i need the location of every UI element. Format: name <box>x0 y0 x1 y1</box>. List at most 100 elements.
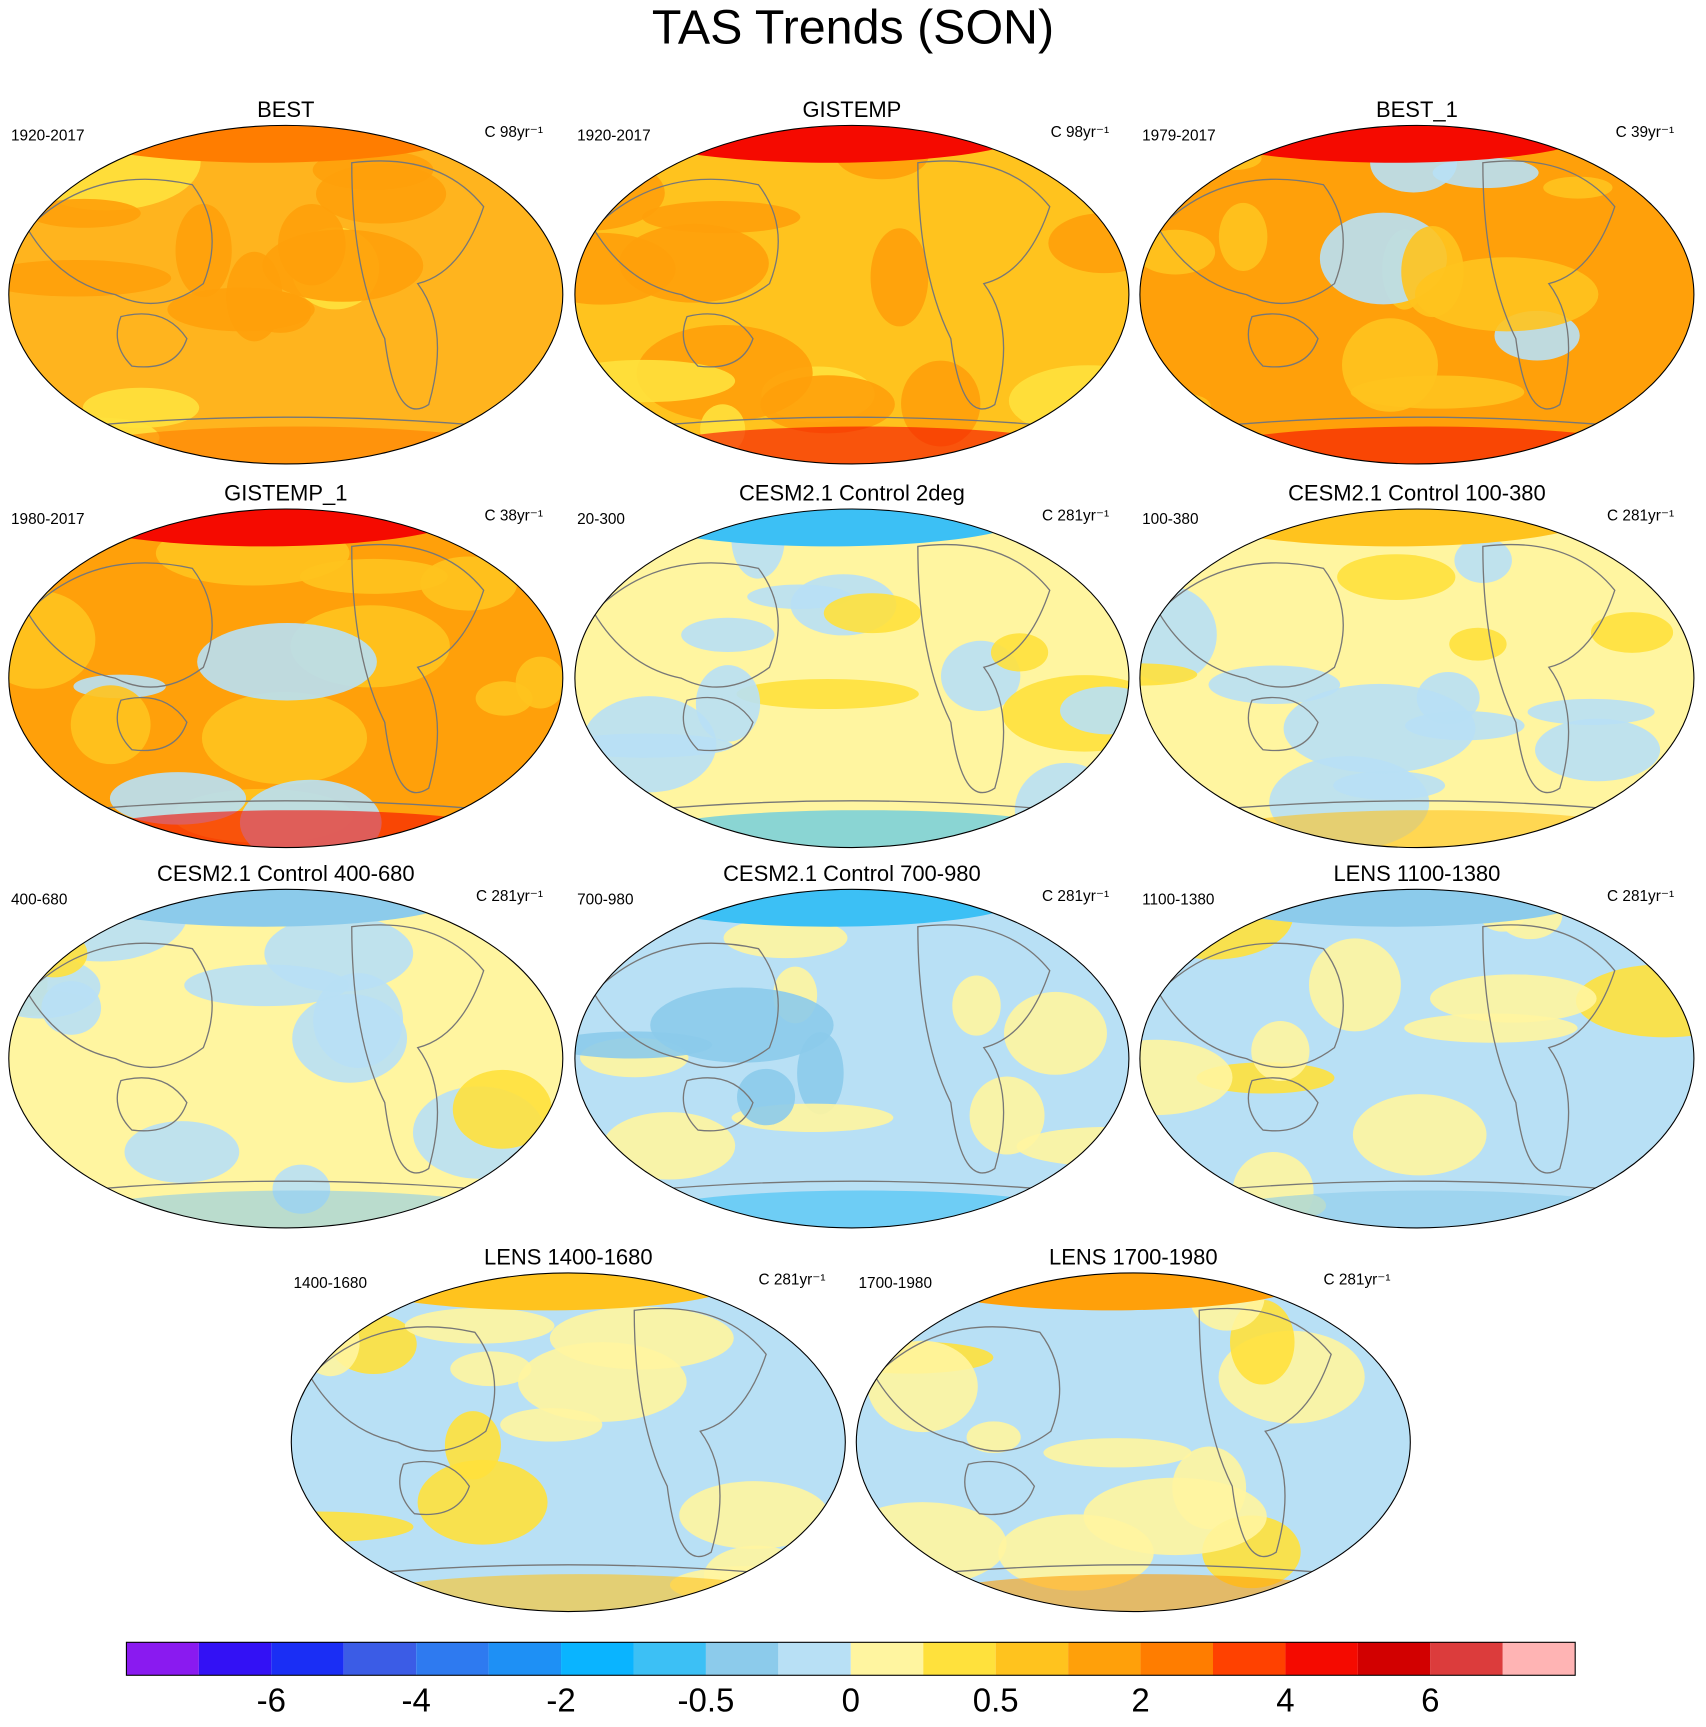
coastline <box>116 1077 188 1132</box>
map-region <box>870 228 929 327</box>
antarctic-region <box>76 426 517 464</box>
map <box>1139 125 1694 464</box>
colorbar-box <box>1285 1642 1358 1676</box>
map <box>1139 508 1694 848</box>
coastline <box>26 178 213 305</box>
map-border <box>855 1272 1411 1613</box>
map-region <box>184 964 349 1007</box>
map-region <box>452 1069 552 1149</box>
arctic-region <box>1197 508 1593 547</box>
colorbar-label: 6 <box>1421 1681 1439 1718</box>
panel-period: 1100-1380 <box>1142 891 1214 908</box>
map <box>8 125 563 464</box>
colorbar-label: 0.5 <box>973 1681 1019 1718</box>
colorbar-border <box>125 1641 1576 1676</box>
map-region <box>737 1068 796 1126</box>
map-region <box>797 1031 844 1115</box>
map-region <box>681 617 775 652</box>
colorbar-box <box>1212 1642 1286 1676</box>
map-region <box>966 1421 1021 1454</box>
panel-title: LENS 1100-1380 <box>1333 861 1500 886</box>
colorbar-label: -2 <box>546 1681 575 1718</box>
coastline <box>1157 562 1344 688</box>
antarctic-region <box>76 810 517 848</box>
coastline <box>592 942 779 1069</box>
map-region <box>952 975 1001 1036</box>
arctic-region <box>348 1272 745 1311</box>
arctic-region <box>1197 125 1593 163</box>
panel-units: C 281yr⁻¹ <box>1042 888 1109 905</box>
map-border <box>1139 124 1695 465</box>
map-region <box>867 1340 978 1433</box>
map <box>8 508 563 848</box>
map-region <box>969 1076 1045 1155</box>
map-region <box>823 593 921 634</box>
panel-units: C 281yr⁻¹ <box>758 1272 825 1289</box>
map-region <box>1003 991 1107 1075</box>
map-region <box>500 1408 603 1442</box>
coastline <box>309 1326 496 1452</box>
coastline <box>1157 178 1344 305</box>
arctic-region <box>632 889 1028 927</box>
colorbar-box <box>343 1642 417 1676</box>
panel-units: C 281yr⁻¹ <box>1323 1272 1390 1289</box>
coastline <box>1247 313 1319 368</box>
antarctic-region <box>924 1574 1365 1612</box>
panel-title: CESM2.1 Control 100-380 <box>1288 481 1546 506</box>
map <box>574 889 1129 1228</box>
panel-title: CESM2.1 Control 2deg <box>739 481 965 506</box>
map <box>1139 889 1694 1228</box>
map-region <box>1043 1438 1192 1468</box>
map-region <box>8 259 172 297</box>
panel-title: GISTEMP <box>802 97 901 122</box>
map-region <box>417 1459 548 1545</box>
map-region <box>747 584 852 609</box>
panel-title: BEST_1 <box>1376 97 1458 122</box>
panel-period: 700-980 <box>577 891 633 908</box>
map-region <box>315 164 447 224</box>
map-region <box>679 1481 829 1549</box>
map-border <box>574 888 1130 1229</box>
panel-units: C 98yr⁻¹ <box>1051 124 1110 141</box>
panel-units: C 39yr⁻¹ <box>1616 124 1675 141</box>
panel-units: C 281yr⁻¹ <box>476 888 543 905</box>
antarctic-region <box>643 1190 1083 1228</box>
panel-title: GISTEMP_1 <box>224 481 347 506</box>
map-border <box>1139 888 1695 1229</box>
coastline <box>116 696 188 752</box>
coastline <box>116 313 188 368</box>
coastline <box>682 313 754 368</box>
map-region <box>1527 698 1655 725</box>
colorbar-box <box>1502 1642 1576 1676</box>
coastline <box>592 178 779 305</box>
antarctic-region <box>643 426 1083 464</box>
panel-period: 1700-1980 <box>858 1275 932 1292</box>
colorbar-box <box>778 1642 851 1676</box>
map-region <box>1535 718 1661 782</box>
map-region <box>292 994 408 1083</box>
panel-period: 100-380 <box>1142 511 1198 528</box>
map-region <box>450 1351 532 1387</box>
colorbar-label: -0.5 <box>678 1681 735 1718</box>
map-region <box>1251 1020 1310 1082</box>
panel-title: LENS 1400-1680 <box>484 1244 653 1269</box>
coastline <box>592 562 779 688</box>
map-region <box>549 1306 734 1370</box>
map-region <box>291 1511 414 1543</box>
coastline <box>1482 924 1616 1174</box>
map-region <box>990 633 1049 672</box>
map-region <box>736 678 919 710</box>
map-region <box>167 287 315 332</box>
map-region <box>1432 157 1539 188</box>
coastline <box>682 696 754 752</box>
map-region <box>695 665 761 742</box>
coastline <box>351 160 485 410</box>
panel-period: 1979-2017 <box>1142 127 1216 144</box>
map-region <box>1543 176 1613 199</box>
coastline <box>26 562 213 688</box>
antarctic-region <box>1208 426 1648 464</box>
panel-title: LENS 1700-1980 <box>1049 1244 1218 1269</box>
panel-units: C 38yr⁻¹ <box>484 508 543 525</box>
coastline <box>1482 160 1616 410</box>
